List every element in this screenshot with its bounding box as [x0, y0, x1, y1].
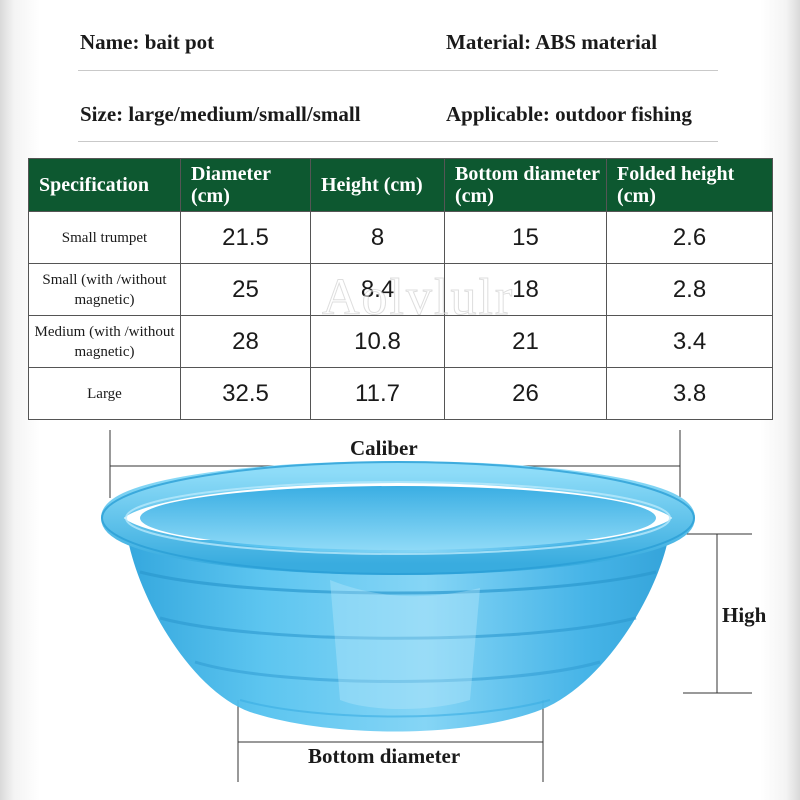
cell-folded-height: 2.8	[606, 263, 773, 316]
row-label: Large	[28, 367, 181, 420]
bottom-diameter-label: Bottom diameter	[308, 744, 461, 768]
table-row: Large 32.5 11.7 26 3.8	[28, 367, 773, 420]
divider	[78, 70, 718, 71]
product-applicable: Applicable: outdoor fishing	[446, 102, 692, 126]
header-height: Height (cm)	[310, 158, 445, 212]
table-row: Small trumpet 21.5 8 15 2.6	[28, 211, 773, 264]
cell-height: 8.4	[310, 263, 445, 316]
header-diameter: Diameter (cm)	[180, 158, 311, 212]
cell-folded-height: 3.8	[606, 367, 773, 420]
bait-pot-diagram	[101, 430, 752, 782]
spec-table: Specification Diameter (cm) Height (cm) …	[28, 158, 773, 420]
product-name: Name: bait pot	[80, 30, 215, 54]
cell-diameter: 21.5	[180, 211, 311, 264]
height-dimension	[683, 533, 752, 694]
cell-folded-height: 3.4	[606, 315, 773, 368]
bottom-dimension	[237, 700, 544, 782]
product-size: Size: large/medium/small/small	[80, 102, 361, 126]
bowl-illustration	[101, 461, 695, 732]
product-material: Material: ABS material	[446, 30, 658, 54]
header-folded-height: Folded height (cm)	[606, 158, 773, 212]
row-label: Small trumpet	[28, 211, 181, 264]
cell-height: 10.8	[310, 315, 445, 368]
table-row: Medium (with /without magnetic) 28 10.8 …	[28, 315, 773, 368]
caliber-label: Caliber	[350, 436, 418, 460]
cell-diameter: 25	[180, 263, 311, 316]
cell-diameter: 32.5	[180, 367, 311, 420]
cell-height: 8	[310, 211, 445, 264]
table-row: Small (with /without magnetic) 25 8.4 18…	[28, 263, 773, 316]
header-bottom-diameter: Bottom diameter (cm)	[444, 158, 607, 212]
cell-diameter: 28	[180, 315, 311, 368]
cell-bottom-diameter: 26	[444, 367, 607, 420]
header-specification: Specification	[28, 158, 181, 212]
cell-bottom-diameter: 15	[444, 211, 607, 264]
row-label: Medium (with /without magnetic)	[28, 315, 181, 368]
cell-height: 11.7	[310, 367, 445, 420]
cell-bottom-diameter: 21	[444, 315, 607, 368]
cell-folded-height: 2.6	[606, 211, 773, 264]
row-label: Small (with /without magnetic)	[28, 263, 181, 316]
table-header-row: Specification Diameter (cm) Height (cm) …	[28, 158, 773, 212]
divider	[78, 141, 718, 142]
height-label: High	[722, 603, 767, 627]
cell-bottom-diameter: 18	[444, 263, 607, 316]
